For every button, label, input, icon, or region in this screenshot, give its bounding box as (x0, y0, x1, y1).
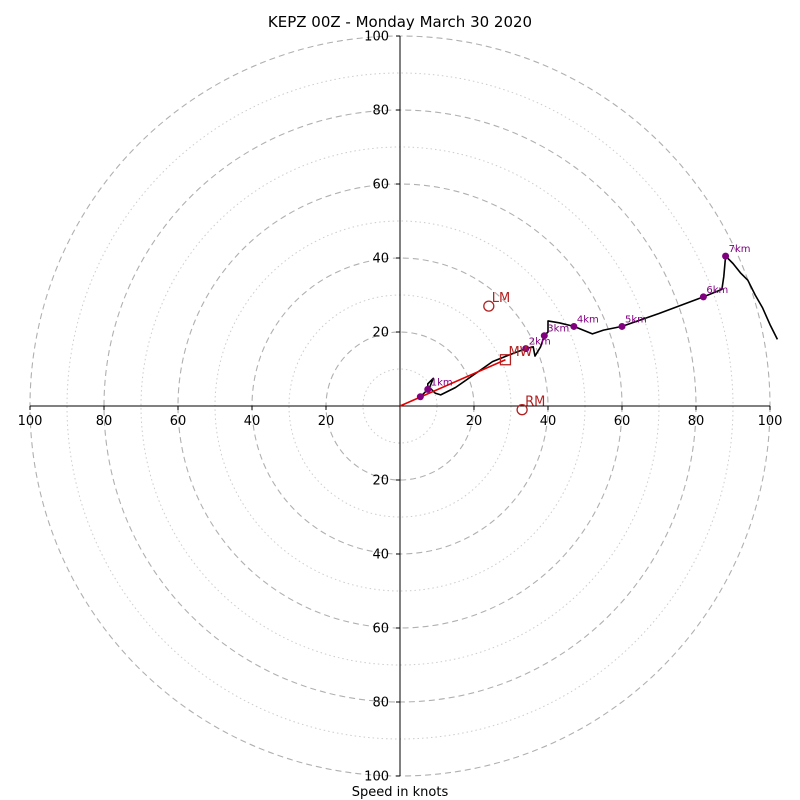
x-tick-label: 60 (614, 414, 631, 429)
height-marker-label: 6km (706, 285, 728, 296)
y-tick-label: 40 (372, 252, 389, 267)
y-tick-label: 60 (372, 622, 389, 637)
height-marker-label: 7km (729, 244, 751, 255)
y-tick-label: 20 (372, 474, 389, 489)
shear-vector-line (399, 359, 506, 407)
y-tick-label: 40 (372, 548, 389, 563)
x-tick-label: 80 (96, 414, 113, 429)
storm-motion-marker (483, 300, 495, 312)
height-marker (522, 345, 530, 353)
storm-motion-label: MW (508, 345, 532, 360)
height-marker (618, 322, 626, 330)
y-tick-label: 80 (372, 104, 389, 119)
height-marker-label: 4km (577, 314, 599, 325)
storm-motion-marker (499, 354, 512, 366)
hodograph-trace (399, 255, 779, 407)
y-tick-label: 60 (372, 178, 389, 193)
height-marker (416, 393, 424, 401)
height-marker (699, 293, 707, 301)
x-tick-label: 40 (540, 414, 557, 429)
height-marker-label: 3km (547, 324, 569, 335)
height-marker-label: 5km (625, 314, 647, 325)
storm-motion-marker (516, 404, 528, 416)
height-marker-label: 1km (431, 377, 453, 388)
height-marker (570, 322, 578, 330)
height-marker (540, 332, 548, 340)
trace-line (419, 255, 779, 398)
x-tick-label: 40 (244, 414, 261, 429)
y-tick-label: 20 (372, 326, 389, 341)
height-marker-label: 2km (529, 337, 551, 348)
y-tick-label: 80 (372, 696, 389, 711)
x-tick-label: 20 (466, 414, 483, 429)
x-tick-label: 80 (688, 414, 705, 429)
height-markers: 1km 2km 3km 4km 5km 6km 7km (416, 244, 751, 401)
x-tick-label: 20 (318, 414, 335, 429)
y-tick-label: 100 (364, 30, 389, 45)
tick-labels: 100 80 60 40 20 20 40 60 80 100 100 80 60 40 20 20 40 60 8… (18, 30, 783, 785)
height-marker (424, 385, 432, 393)
height-marker (722, 252, 730, 260)
y-tick-label: 100 (364, 770, 389, 785)
chart-title: KEPZ 00Z - Monday March 30 2020 (268, 13, 532, 31)
x-tick-label: 60 (170, 414, 187, 429)
storm-motion-label: LM (492, 291, 510, 306)
x-axis-label: Speed in knots (352, 785, 449, 800)
storm-motion-markers: LM MW RM (483, 291, 545, 416)
x-tick-label: 100 (758, 414, 783, 429)
storm-motion-label: RM (525, 395, 545, 410)
x-tick-label: 100 (18, 414, 43, 429)
